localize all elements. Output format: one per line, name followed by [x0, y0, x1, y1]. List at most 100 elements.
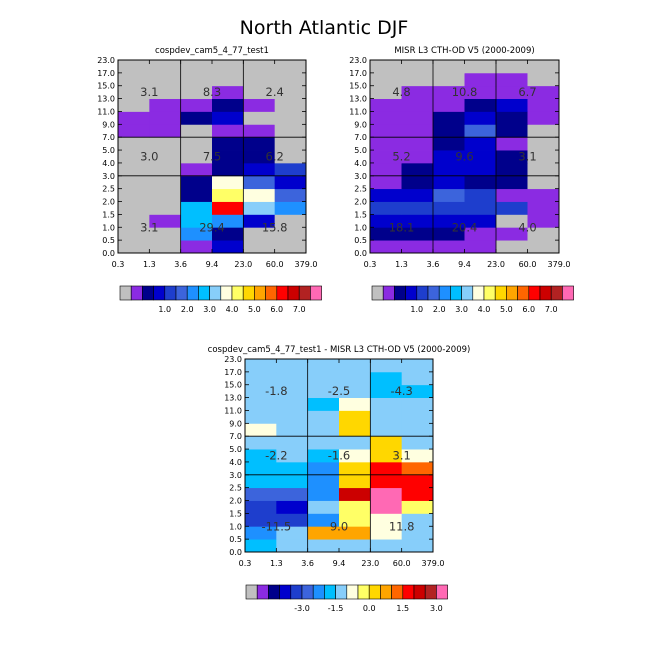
- colorbar-swatch: [268, 584, 280, 600]
- heatmap-cell: [464, 240, 497, 254]
- colorbar-label: 1.0: [158, 305, 171, 314]
- heatmap-cell: [496, 227, 528, 241]
- heatmap-cell: [339, 539, 371, 553]
- heatmap-cell: [370, 397, 403, 411]
- heatmap-cell: [149, 162, 182, 177]
- heatmap-cell: [180, 162, 213, 177]
- colorbar-swatch: [427, 285, 440, 301]
- y-tick-label: 23.0: [349, 56, 367, 65]
- heatmap-cell: [370, 461, 403, 476]
- colorbar-swatch: [301, 584, 314, 600]
- colorbar-swatch: [256, 584, 269, 600]
- y-tick-label: 13.0: [349, 95, 367, 104]
- heatmap-cell: [496, 240, 528, 254]
- y-tick-label: 2.0: [354, 198, 367, 207]
- y-tick-label: 0.5: [354, 236, 367, 245]
- heatmap-cell: [307, 449, 340, 463]
- x-tick-label: 9.4: [333, 559, 346, 568]
- y-tick-label: 17.0: [224, 368, 242, 377]
- heatmap-cell: [401, 487, 434, 501]
- region-label: 11.8: [389, 519, 415, 533]
- heatmap-cell: [180, 240, 213, 254]
- heatmap-cell: [339, 513, 371, 527]
- heatmap-cell: [212, 188, 244, 202]
- region-label: 3.0: [140, 150, 158, 164]
- heatmap-cell: [149, 201, 182, 215]
- heatmap-cell: [118, 85, 150, 99]
- heatmap-cell: [276, 371, 309, 386]
- colorbar-swatch: [245, 584, 258, 600]
- colorbar-swatch: [483, 285, 496, 301]
- x-tick-label: 0.3: [364, 260, 377, 269]
- heatmap-cell: [464, 214, 497, 228]
- y-tick-label: 9.0: [354, 120, 367, 129]
- colorbar-label: 5.0: [500, 305, 513, 314]
- heatmap-cell: [180, 137, 213, 151]
- heatmap-cell: [464, 137, 497, 151]
- heatmap-cell: [464, 111, 497, 125]
- y-tick-label: 15.0: [97, 82, 115, 91]
- heatmap-cell: [180, 111, 213, 125]
- heatmap-cell: [401, 72, 434, 87]
- y-tick-label: 11.0: [97, 107, 115, 116]
- heatmap-cell: [464, 85, 497, 99]
- panel-difference-histogram: cospdev_cam5_4_77_test1 - MISR L3 CTH-OD…: [208, 345, 471, 613]
- heatmap-cell: [370, 60, 402, 74]
- heatmap-cell: [370, 188, 402, 202]
- heatmap-cell: [401, 175, 434, 190]
- region-label: 4.8: [392, 85, 410, 99]
- heatmap-cell: [401, 85, 434, 99]
- colorbar-swatch: [413, 584, 426, 600]
- colorbar-label: 4.0: [478, 305, 491, 314]
- heatmap-cell: [276, 500, 309, 514]
- heatmap-cell: [212, 137, 244, 151]
- heatmap-cell: [370, 371, 403, 386]
- heatmap-cell: [527, 60, 560, 74]
- region-label: 10.8: [452, 85, 478, 99]
- heatmap-cell: [245, 449, 277, 463]
- heatmap-cell: [527, 188, 560, 202]
- heatmap-cell: [118, 72, 150, 87]
- x-tick-label: 60.0: [393, 559, 411, 568]
- heatmap-cell: [339, 449, 371, 463]
- colorbar-swatch: [394, 285, 406, 301]
- heatmap-cell: [243, 137, 276, 151]
- y-tick-label: 17.0: [349, 69, 367, 78]
- heatmap-cell: [433, 150, 465, 164]
- colorbar-label: 4.0: [226, 305, 239, 314]
- heatmap-cell: [180, 124, 213, 138]
- y-tick-label: 9.0: [102, 120, 115, 129]
- colorbar-swatch: [186, 285, 199, 301]
- y-tick-label: 3.0: [229, 471, 242, 480]
- heatmap-cell: [149, 188, 182, 202]
- region-label: 18.1: [389, 220, 415, 234]
- colorbar-label: 3.0: [455, 305, 468, 314]
- heatmap-cell: [496, 60, 528, 74]
- heatmap-cell: [118, 124, 150, 138]
- heatmap-cell: [307, 526, 340, 540]
- heatmap-cell: [496, 85, 528, 99]
- heatmap-cell: [307, 513, 340, 527]
- colorbar-swatch: [209, 285, 222, 301]
- heatmap-cell: [212, 98, 244, 112]
- region-label: 4.0: [518, 220, 536, 234]
- heatmap-cell: [464, 162, 497, 177]
- x-tick-label: 60.0: [519, 260, 537, 269]
- colorbar-swatch: [528, 285, 541, 301]
- x-tick-label: 23.0: [487, 260, 505, 269]
- heatmap-cell: [180, 214, 213, 228]
- y-tick-label: 5.0: [102, 146, 115, 155]
- heatmap-cell: [276, 513, 309, 527]
- heatmap-cell: [433, 124, 465, 138]
- region-label: -11.5: [261, 519, 291, 533]
- heatmap-cell: [274, 98, 307, 112]
- colorbar-swatch: [382, 285, 395, 301]
- heatmap-cell: [243, 124, 276, 138]
- x-tick-label: 23.0: [234, 260, 252, 269]
- y-tick-label: 5.0: [229, 445, 242, 454]
- heatmap-cell: [401, 214, 434, 228]
- heatmap-cell: [274, 175, 307, 190]
- heatmap-cell: [149, 214, 182, 228]
- heatmap-cell: [370, 214, 402, 228]
